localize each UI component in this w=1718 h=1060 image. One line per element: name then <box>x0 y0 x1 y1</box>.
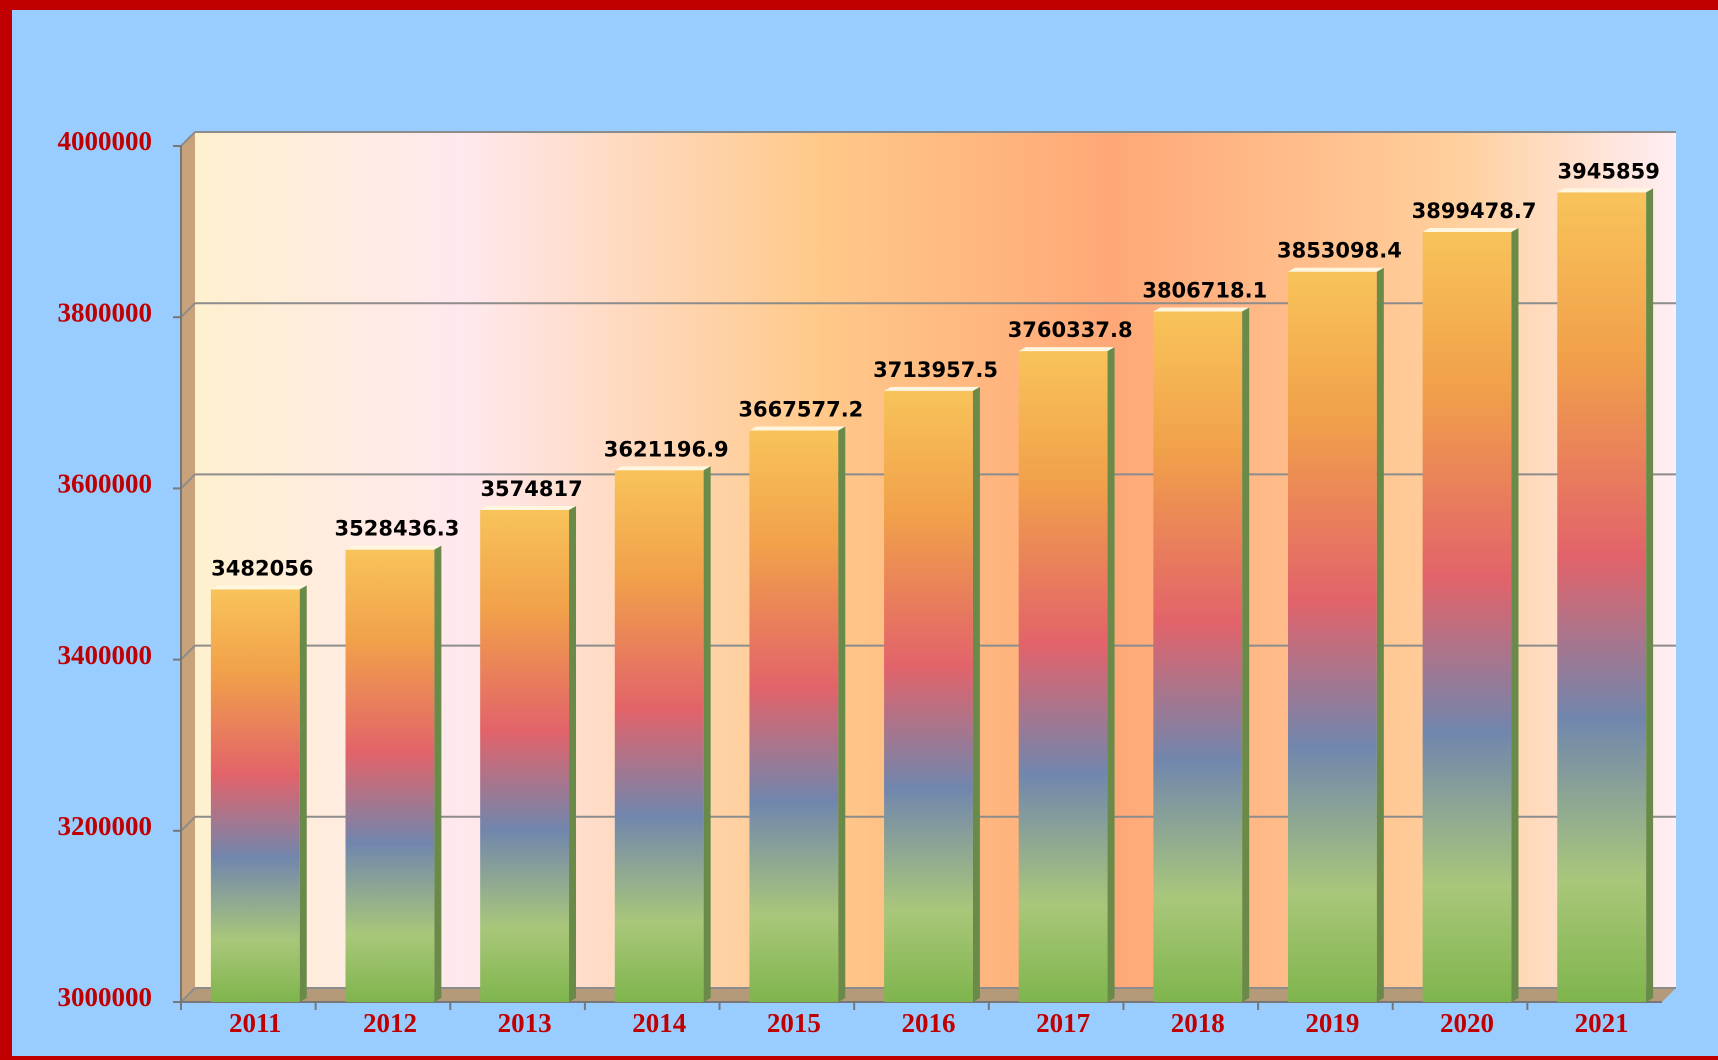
x-tick-label: 2019 <box>1305 1008 1359 1038</box>
y-tick-label: 3000000 <box>58 982 153 1012</box>
x-tick-label: 2011 <box>229 1008 282 1038</box>
bar-top <box>884 387 980 391</box>
bar <box>211 589 300 1002</box>
bar <box>1153 311 1242 1002</box>
bar-top <box>1153 307 1249 311</box>
x-tick-label: 2017 <box>1036 1008 1090 1038</box>
y-tick-label: 3200000 <box>58 811 153 841</box>
y-tick-label: 3800000 <box>58 297 153 327</box>
value-label: 3853098.4 <box>1277 239 1402 263</box>
bar <box>1019 351 1108 1002</box>
bar-top <box>615 466 711 470</box>
y-tick-label: 3600000 <box>58 469 153 499</box>
bar-side <box>1108 347 1115 1002</box>
bar-side <box>434 546 441 1002</box>
value-label: 3806718.1 <box>1142 278 1267 302</box>
value-label: 3574817 <box>480 477 582 501</box>
value-label: 3899478.7 <box>1412 199 1537 223</box>
bar-top <box>211 585 307 589</box>
value-label: 3528436.3 <box>335 517 460 541</box>
bar <box>884 391 973 1002</box>
bar-top <box>1423 228 1519 232</box>
value-label: 3667577.2 <box>738 398 863 422</box>
x-tick-label: 2015 <box>767 1008 821 1038</box>
bar-side <box>973 387 980 1002</box>
bar-side <box>1511 228 1518 1002</box>
bar-side <box>300 585 307 1002</box>
bar-top <box>1557 188 1653 192</box>
chart: 3000000 3200000 3400000 3600000 3800000 40000… <box>0 0 1718 1060</box>
x-tick-label: 2014 <box>632 1008 686 1038</box>
x-tick-label: 2020 <box>1440 1008 1494 1038</box>
bar-side <box>569 506 576 1002</box>
bar <box>346 550 435 1002</box>
bar-side <box>704 466 711 1002</box>
value-label: 3621196.9 <box>604 437 729 461</box>
bar <box>480 510 569 1002</box>
y-tick-label: 4000000 <box>58 126 153 156</box>
bar <box>1423 232 1512 1002</box>
bar <box>1557 192 1646 1002</box>
bar-side <box>838 427 845 1002</box>
bar-top <box>1019 347 1115 351</box>
bar <box>1288 272 1377 1002</box>
x-tick-label: 2012 <box>363 1008 417 1038</box>
value-label: 3713957.5 <box>873 358 998 382</box>
bar-side <box>1242 307 1249 1002</box>
value-label: 3760337.8 <box>1008 318 1133 342</box>
value-label: 3945859 <box>1558 159 1660 183</box>
x-tick-label: 2016 <box>902 1008 956 1038</box>
side-wall <box>181 132 195 1002</box>
value-label: 3482056 <box>211 556 313 580</box>
x-tick-label: 2018 <box>1171 1008 1225 1038</box>
bar <box>749 431 838 1002</box>
bar <box>615 470 704 1002</box>
bar-side <box>1377 268 1384 1002</box>
y-tick-label: 3400000 <box>58 640 153 670</box>
bar-top <box>480 506 576 510</box>
bar-top <box>749 427 845 431</box>
x-tick-label: 2013 <box>498 1008 552 1038</box>
bar-top <box>1288 268 1384 272</box>
bar-top <box>346 546 442 550</box>
bar-side <box>1646 188 1653 1002</box>
x-tick-label: 2021 <box>1575 1008 1629 1038</box>
